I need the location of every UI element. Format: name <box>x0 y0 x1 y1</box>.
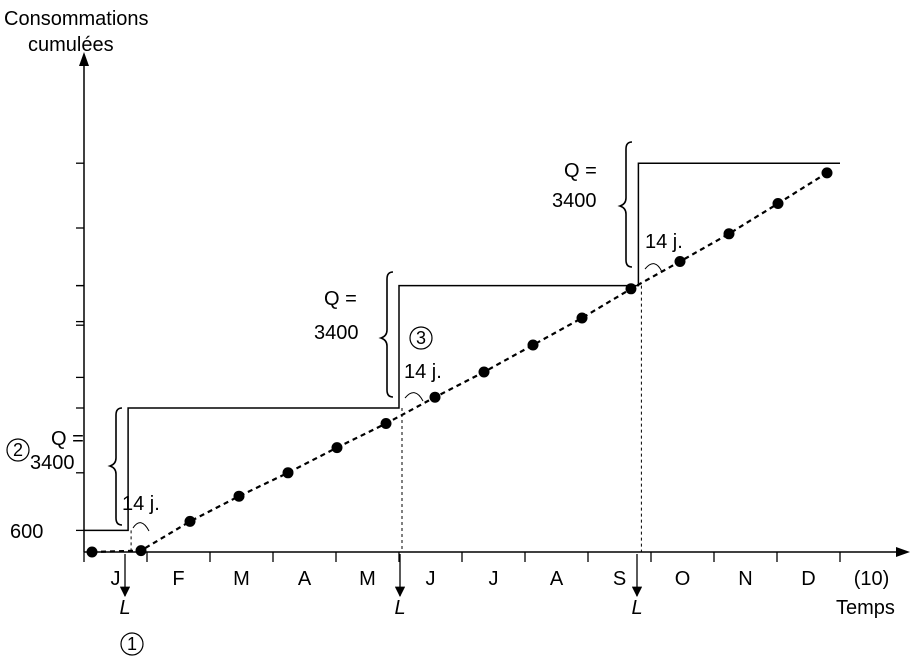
consumption-point-9 <box>527 339 539 351</box>
order-label-3: L <box>631 597 642 619</box>
consumption-point-5 <box>331 442 343 454</box>
consumption-point-7 <box>429 391 441 403</box>
q-label-2-line2: 3400 <box>314 322 359 344</box>
x-tick-label-2: M <box>233 568 250 590</box>
q-label-1-line2: 3400 <box>30 452 75 474</box>
consumption-point-10 <box>576 312 588 324</box>
lead-time-label-2: 14 j. <box>404 361 442 383</box>
y-tick-label-600: 600 <box>10 521 43 543</box>
lead-time-label-3: 14 j. <box>645 231 683 253</box>
lead-time-arc-3 <box>644 263 663 273</box>
consumption-point-13 <box>723 228 735 240</box>
consumption-point-4 <box>282 467 294 479</box>
q-label-2-line1: Q = <box>324 288 357 310</box>
consumption-point-14 <box>772 198 784 209</box>
consumption-point-1 <box>135 545 147 557</box>
x-tick-label-1: F <box>172 568 184 590</box>
lead-time-label-1: 14 j. <box>122 493 160 515</box>
x-tick-label-8: S <box>613 568 626 590</box>
y-axis-label-line2: cumulées <box>28 34 114 56</box>
consumption-point-15 <box>821 167 833 179</box>
consumption-point-0 <box>86 546 98 558</box>
q-brace-1 <box>107 407 123 526</box>
x-tick-label-4: M <box>359 568 376 590</box>
consumption-point-3 <box>233 490 245 502</box>
x-tick-label-3: A <box>298 568 312 590</box>
consumption-point-6 <box>380 418 392 429</box>
stock-staircase-line <box>84 162 840 532</box>
y-axis-label-line1: Consommations <box>4 8 149 30</box>
consumption-point-8 <box>478 366 490 378</box>
x-tick-label-9: O <box>675 568 691 590</box>
y-axis-arrow <box>79 52 89 66</box>
x-tick-label-12: (10) <box>854 568 890 590</box>
lead-time-arc-2 <box>404 392 424 402</box>
consumption-point-12 <box>674 256 686 267</box>
q-brace-2 <box>378 271 394 398</box>
lead-time-arc-1 <box>132 522 150 532</box>
consumption-point-11 <box>625 283 637 295</box>
q-label-1-line1: Q = <box>51 428 84 450</box>
q-label-3-line1: Q = <box>564 160 597 182</box>
circled-marker-3 <box>409 326 433 350</box>
x-tick-label-5: J <box>426 568 436 590</box>
circled-marker-3-label: 3 <box>416 328 426 348</box>
order-label-1: L <box>119 597 130 619</box>
q-brace-3 <box>617 141 633 268</box>
x-tick-label-10: N <box>738 568 752 590</box>
order-label-2: L <box>394 597 405 619</box>
circled-marker-1 <box>120 632 144 656</box>
x-tick-label-11: D <box>801 568 815 590</box>
circled-marker-2-label: 2 <box>13 440 23 460</box>
x-tick-label-6: J <box>489 568 499 590</box>
circled-marker-1-label: 1 <box>127 634 137 654</box>
x-axis-arrow <box>896 547 910 557</box>
x-tick-label-7: A <box>550 568 564 590</box>
circled-marker-2 <box>6 438 30 462</box>
consumption-point-2 <box>184 515 196 527</box>
x-axis-label: Temps <box>836 597 895 619</box>
x-tick-label-0: J <box>111 568 121 590</box>
consumption-curve <box>91 171 828 554</box>
q-label-3-line2: 3400 <box>552 190 597 212</box>
